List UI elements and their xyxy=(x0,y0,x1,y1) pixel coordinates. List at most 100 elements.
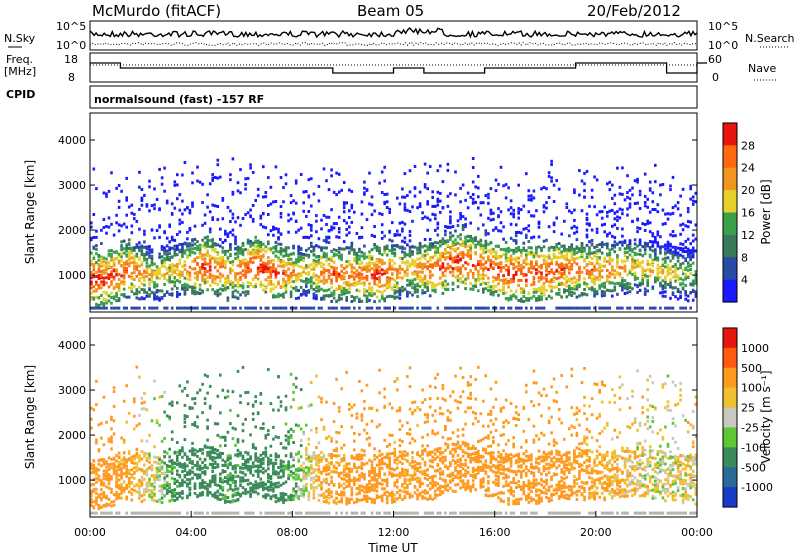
power-cell xyxy=(353,306,356,310)
power-cell xyxy=(542,186,546,189)
power-cell xyxy=(623,292,627,295)
power-cell xyxy=(350,263,354,267)
power-cell xyxy=(691,249,695,253)
power-cell xyxy=(165,244,169,248)
power-cell xyxy=(646,221,649,225)
power-cell xyxy=(385,244,389,248)
velocity-cell xyxy=(110,466,113,470)
power-cell xyxy=(449,246,452,250)
power-cell xyxy=(537,295,541,298)
power-cell xyxy=(117,288,121,292)
power-cell xyxy=(573,208,576,212)
power-cell xyxy=(527,194,531,198)
power-cell xyxy=(122,275,126,279)
power-cell xyxy=(342,266,346,270)
power-cell xyxy=(229,230,232,234)
power-cell xyxy=(181,264,184,268)
power-cell xyxy=(608,209,612,213)
power-cell xyxy=(471,180,475,184)
power-cell xyxy=(441,291,445,295)
power-cell xyxy=(512,208,515,212)
power-cell xyxy=(231,216,235,220)
power-cell xyxy=(648,248,652,251)
power-cell xyxy=(188,208,192,212)
power-cell xyxy=(661,261,665,265)
power-cell xyxy=(294,201,298,205)
power-cell xyxy=(403,288,407,292)
power-cell xyxy=(345,260,348,264)
power-cell xyxy=(542,288,546,292)
power-cell xyxy=(540,291,543,295)
power-cell xyxy=(294,263,298,267)
power-cell xyxy=(507,306,510,310)
power-cell xyxy=(143,193,146,197)
power-cell xyxy=(423,244,427,248)
velocity-cell xyxy=(112,390,116,393)
velocity-cell xyxy=(143,490,146,494)
power-cell xyxy=(193,259,197,263)
power-cell xyxy=(191,238,194,242)
power-cell xyxy=(497,214,500,218)
power-cell xyxy=(391,250,394,253)
power-cell xyxy=(681,268,685,272)
power-cell xyxy=(679,306,682,310)
velocity-cell xyxy=(140,480,144,484)
power-cell xyxy=(461,244,465,248)
power-cell xyxy=(348,259,351,263)
power-cell xyxy=(262,288,265,292)
power-cell xyxy=(578,278,581,282)
power-cell xyxy=(224,277,227,281)
power-cell xyxy=(636,290,639,294)
velocity-cell xyxy=(115,485,118,489)
power-cell xyxy=(363,180,366,184)
power-cell xyxy=(120,224,123,228)
power-cell xyxy=(504,281,508,285)
power-cell xyxy=(499,306,503,310)
power-cell xyxy=(305,291,308,295)
power-cell xyxy=(471,272,475,275)
power-cell xyxy=(507,246,510,250)
power-cell xyxy=(388,276,391,280)
power-cell xyxy=(398,296,402,300)
power-cell xyxy=(284,262,288,265)
power-cell xyxy=(388,294,391,298)
power-cell xyxy=(393,291,397,295)
power-cell xyxy=(573,280,576,284)
velocity-cell xyxy=(120,470,123,474)
power-cell xyxy=(537,279,541,283)
power-cell xyxy=(391,244,394,248)
power-cell xyxy=(522,295,526,298)
power-cell xyxy=(436,250,440,254)
power-cell xyxy=(165,236,169,240)
power-cell xyxy=(196,263,199,267)
power-cell xyxy=(477,260,480,263)
velocity-cell xyxy=(127,469,131,473)
velocity-cell xyxy=(102,462,106,466)
power-cell xyxy=(456,260,460,264)
power-cell xyxy=(623,247,627,251)
power-cell xyxy=(446,168,450,172)
power-cell xyxy=(315,255,318,259)
power-cell xyxy=(540,297,543,301)
power-cell xyxy=(373,270,376,273)
power-cell xyxy=(669,233,672,237)
power-cell xyxy=(471,242,475,245)
power-cell xyxy=(403,273,407,277)
power-cell xyxy=(289,274,293,278)
power-cell xyxy=(469,254,472,258)
power-cell xyxy=(272,283,275,287)
power-cell xyxy=(133,271,136,274)
power-cell xyxy=(191,267,194,271)
velocity-cell xyxy=(133,484,136,488)
power-cell xyxy=(636,252,639,256)
power-cell xyxy=(613,276,617,280)
power-cell xyxy=(664,277,667,281)
power-cell xyxy=(474,236,477,240)
power-cell xyxy=(342,210,346,214)
power-cell xyxy=(294,279,298,283)
power-cell xyxy=(512,266,515,270)
velocity-cell xyxy=(95,499,98,503)
power-cell xyxy=(380,262,384,266)
station-title: McMurdo (fitACF) xyxy=(92,2,221,20)
power-cell xyxy=(563,256,566,260)
